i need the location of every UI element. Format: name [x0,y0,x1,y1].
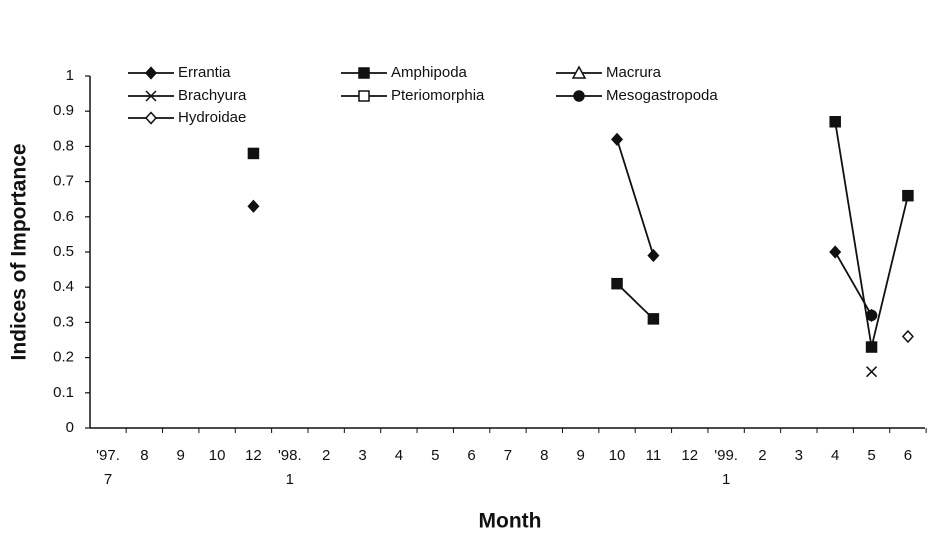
data-point [865,341,878,353]
x-tick-label: 10 [209,447,226,464]
data-point [829,116,841,128]
data-point [865,309,878,322]
legend-marker [145,90,157,102]
x-tick-label: 9 [577,447,585,464]
x-tick-label: 12 [245,447,262,464]
data-point [901,329,914,344]
data-point [247,199,260,213]
legend-marker [358,67,370,79]
y-tick-label: 0.3 [53,313,74,330]
x-tick-label: 3 [795,447,803,464]
y-axis-title: Indices of Importance [8,143,31,360]
data-point [611,277,623,290]
y-tick-label: 0 [66,419,74,436]
x-tick-label: 2 [322,447,330,464]
x-tick-label: 8 [140,447,148,464]
y-tick-label: 0.5 [53,243,74,260]
y-tick-label: 0.1 [53,384,74,401]
legend-label: Errantia [178,64,231,81]
x-tick-label: 12 [681,447,698,464]
x-tick-label: 3 [358,447,366,464]
x-tick-label: 5 [867,447,875,464]
data-point [647,313,660,325]
x-tick-label: '99. 1 [714,447,738,488]
x-tick-label: 8 [540,447,548,464]
x-tick-label: 4 [831,447,839,464]
x-tick-label: 2 [758,447,766,464]
legend-marker [573,90,585,102]
x-tick-label: 11 [646,447,662,464]
data-point [902,189,914,202]
x-tick-label: 7 [504,447,512,464]
series-line [616,121,909,348]
legend-marker [571,65,587,79]
x-tick-label: 4 [395,447,403,464]
legend-label: Brachyura [178,87,247,104]
series-line [616,139,873,316]
legend-marker [144,111,158,125]
y-tick-label: 0.4 [53,278,74,295]
legend-label: Amphipoda [391,64,468,81]
data-point [866,366,878,378]
x-tick-label: 9 [177,447,185,464]
data-point [611,132,624,146]
data-point [647,248,660,263]
legend-label: Hydroidae [178,109,246,126]
x-tick-label: '97. 7 [96,447,120,488]
x-tick-label: 10 [609,447,626,464]
x-tick-label: 6 [467,447,475,464]
y-tick-label: 0.6 [53,208,74,225]
x-tick-label: 5 [431,447,439,464]
x-tick-label: 6 [904,447,912,464]
data-point [247,147,260,160]
legend-label: Mesogastropoda [606,87,718,104]
legend-marker [144,66,158,80]
data-point [829,245,842,259]
y-tick-label: 0.7 [53,173,74,190]
legend-label: Macrura [606,64,662,81]
y-tick-label: 0.8 [53,137,74,154]
y-tick-label: 0.2 [53,349,74,366]
legend-marker [358,90,370,102]
x-axis-title: Month [479,510,542,533]
y-tick-label: 0.9 [53,102,74,119]
y-tick-label: 1 [66,67,74,84]
x-tick-label: '98. 1 [278,447,302,488]
legend-label: Pteriomorphia [391,87,485,104]
